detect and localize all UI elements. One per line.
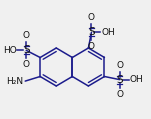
Text: S: S xyxy=(23,45,29,55)
Text: O: O xyxy=(23,31,30,40)
Text: O: O xyxy=(88,42,95,51)
Text: S: S xyxy=(116,75,123,85)
Text: O: O xyxy=(116,90,123,99)
Text: O: O xyxy=(116,61,123,70)
Text: OH: OH xyxy=(130,75,143,84)
Text: H₂N: H₂N xyxy=(6,77,23,86)
Text: S: S xyxy=(88,27,95,37)
Text: HO: HO xyxy=(3,46,16,55)
Text: O: O xyxy=(23,60,30,69)
Text: OH: OH xyxy=(101,28,115,37)
Text: O: O xyxy=(88,13,95,22)
